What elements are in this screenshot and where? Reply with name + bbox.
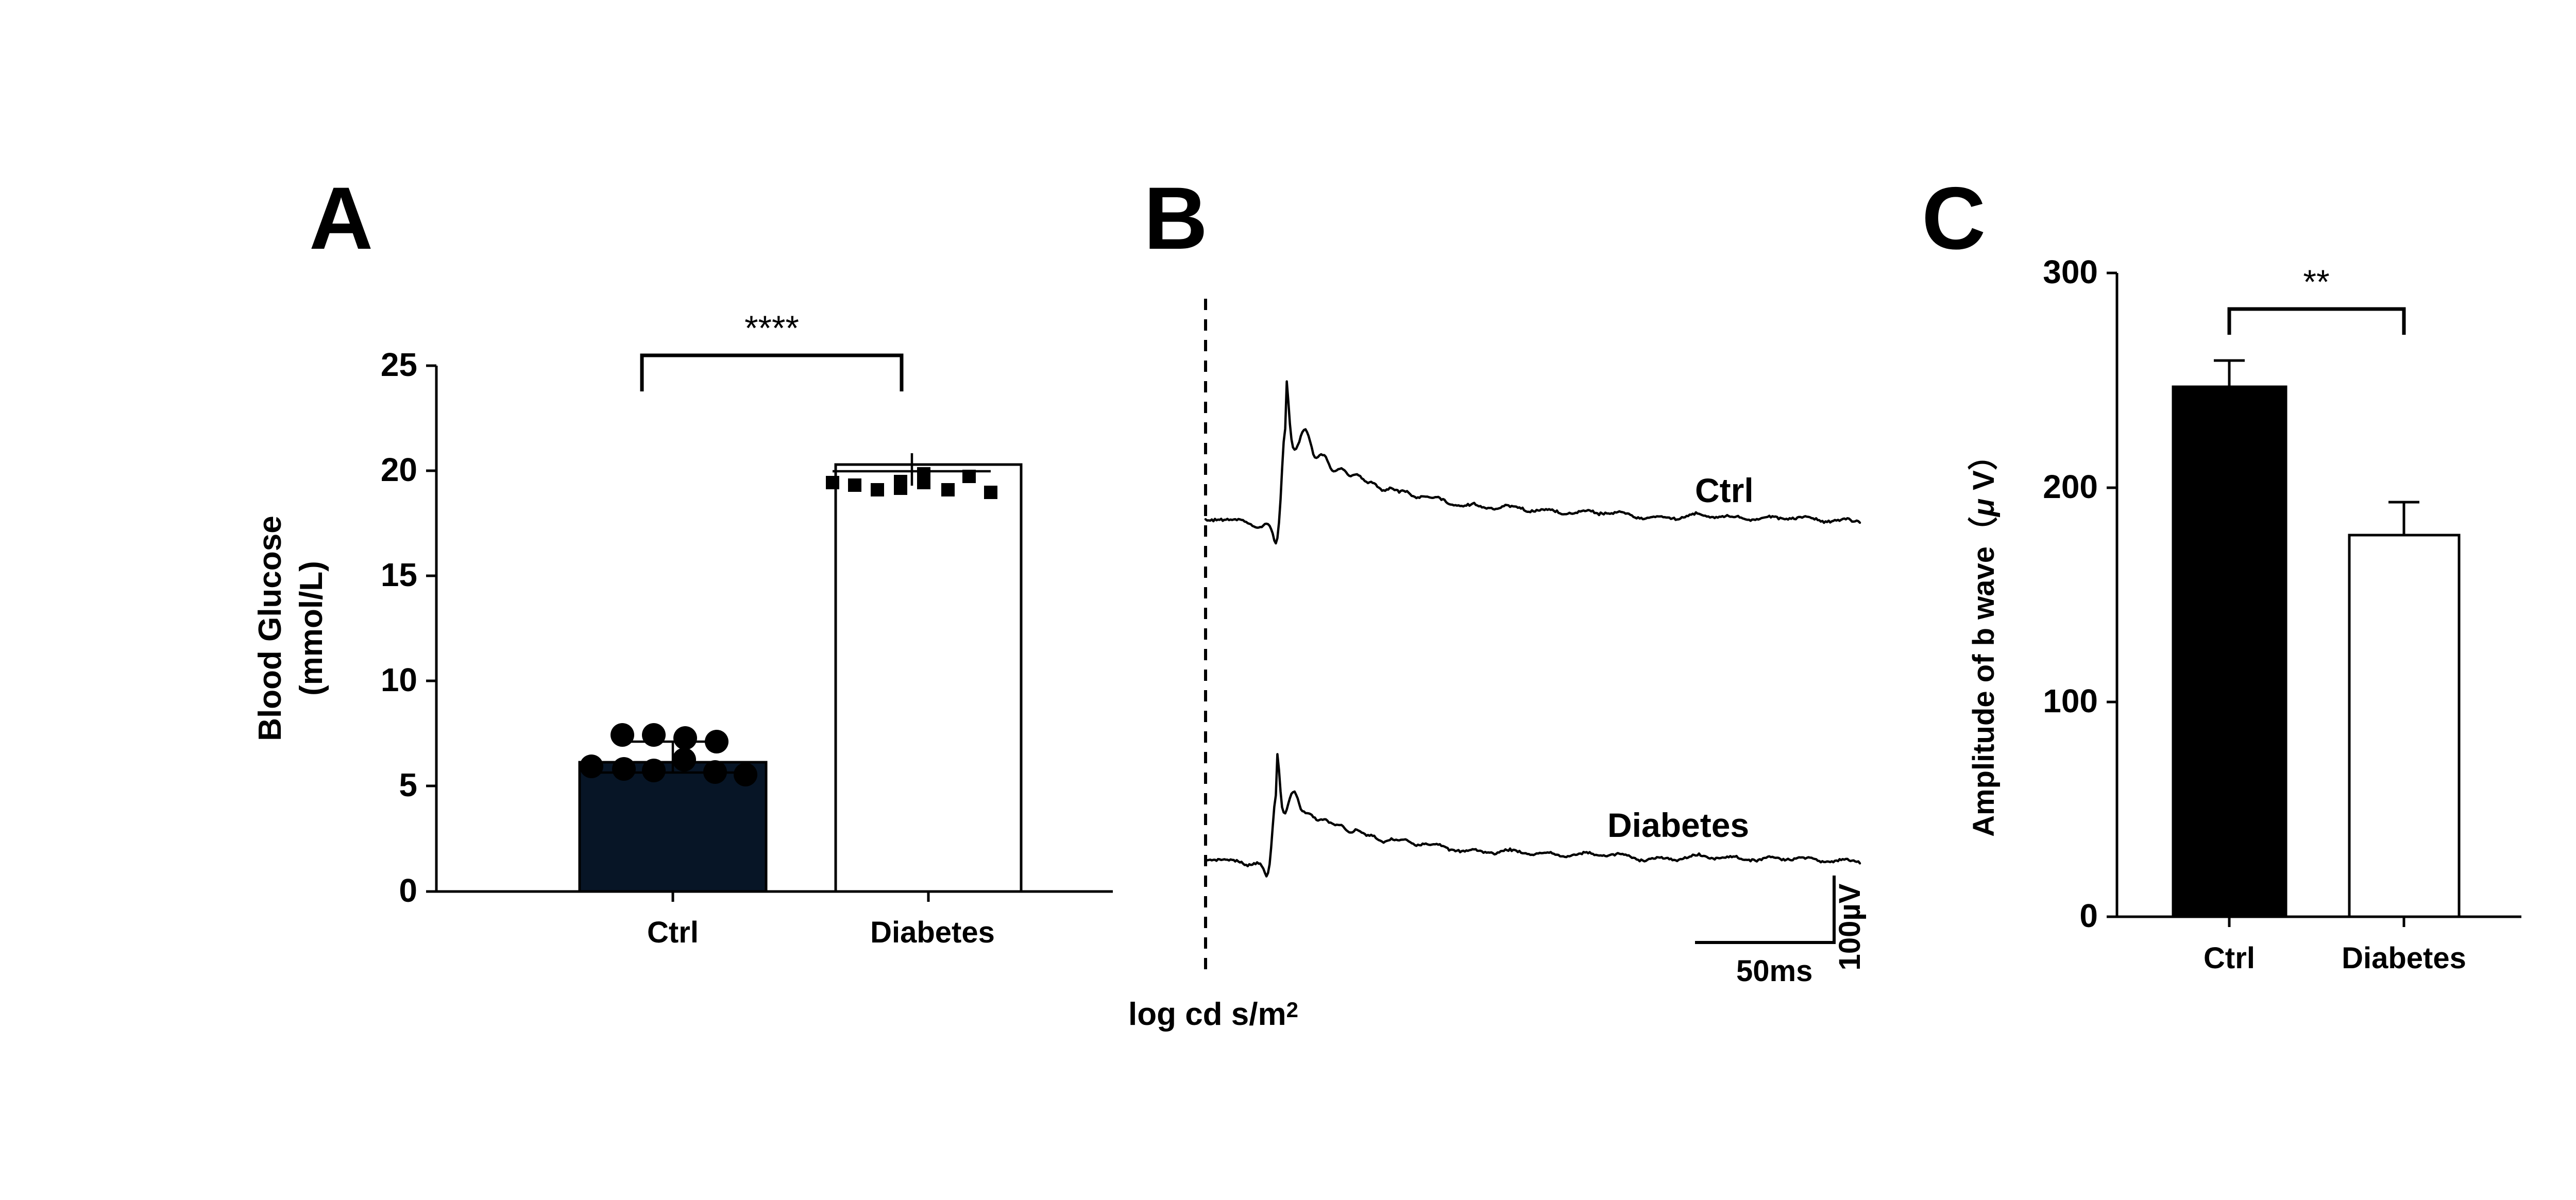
svg-text:(mmol/L): (mmol/L) <box>294 561 329 696</box>
svg-text:****: **** <box>744 308 799 348</box>
svg-text:15: 15 <box>381 556 417 593</box>
svg-text:50ms: 50ms <box>1736 954 1812 988</box>
svg-text:20: 20 <box>381 451 417 488</box>
svg-text:300: 300 <box>2043 253 2098 290</box>
svg-text:25: 25 <box>381 346 417 383</box>
svg-text:B: B <box>1144 169 1208 268</box>
svg-text:100: 100 <box>2043 682 2098 719</box>
svg-text:log cd s/m2: log cd s/m2 <box>1128 997 1298 1032</box>
svg-text:5: 5 <box>399 766 417 803</box>
svg-text:A: A <box>309 169 373 268</box>
svg-text:Ctrl: Ctrl <box>1695 471 1754 509</box>
svg-text:Ctrl: Ctrl <box>647 916 699 949</box>
svg-text:C: C <box>1922 169 1986 268</box>
svg-text:200: 200 <box>2043 468 2098 505</box>
svg-text:0: 0 <box>399 872 417 909</box>
svg-text:0: 0 <box>2079 897 2098 934</box>
svg-text:Blood Glucose: Blood Glucose <box>252 516 288 741</box>
svg-text:**: ** <box>2303 263 2329 301</box>
svg-text:Diabetes: Diabetes <box>1607 806 1749 844</box>
svg-text:100µV: 100µV <box>1833 883 1867 970</box>
svg-text:Ctrl: Ctrl <box>2204 941 2255 975</box>
svg-text:10: 10 <box>381 661 417 698</box>
svg-text:Amplitude of b wave（μ V）: Amplitude of b wave（μ V） <box>1967 440 2001 837</box>
svg-text:Diabetes: Diabetes <box>2342 941 2466 975</box>
